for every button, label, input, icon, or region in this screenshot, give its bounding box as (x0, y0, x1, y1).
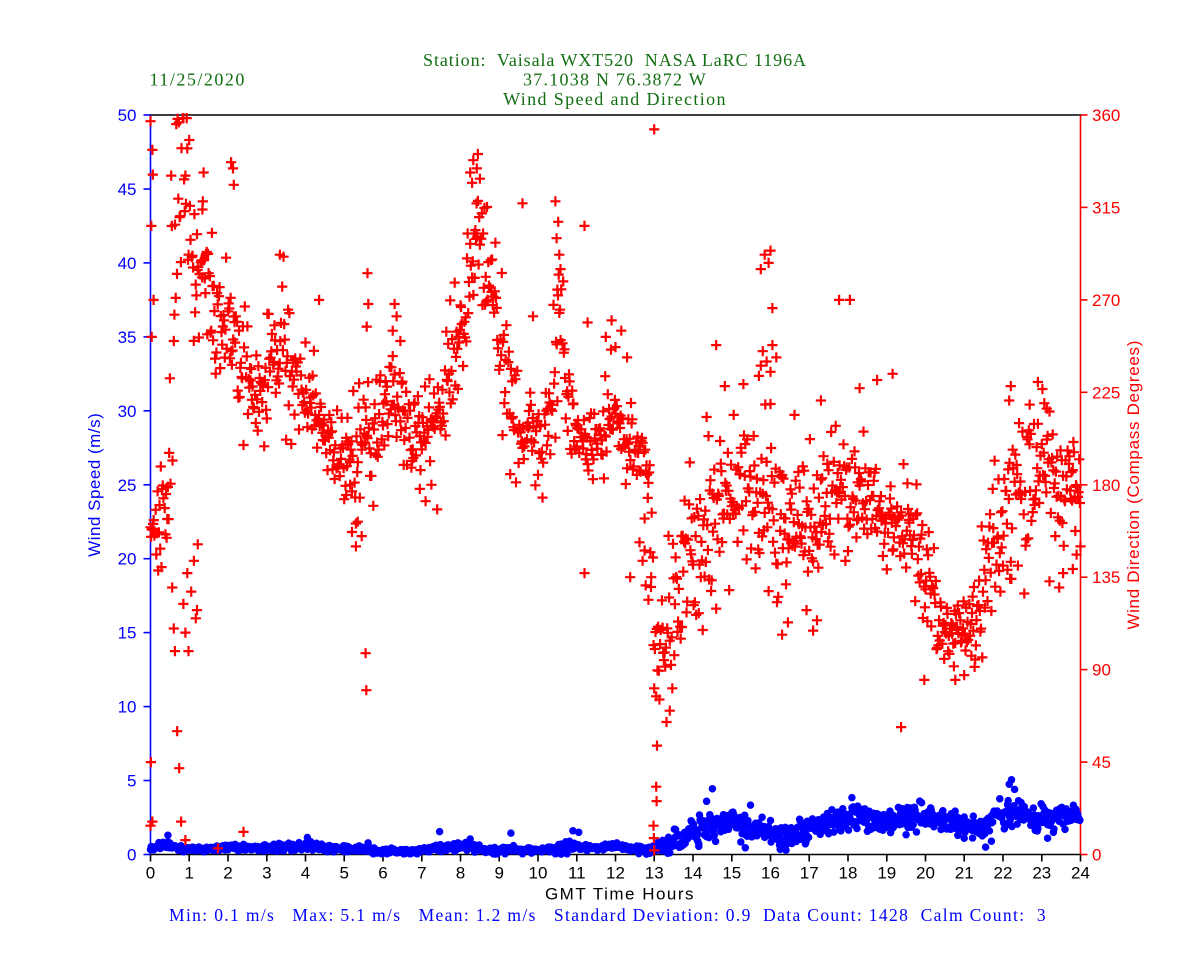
svg-text:16: 16 (761, 864, 780, 883)
svg-text:2: 2 (223, 864, 232, 883)
svg-text:25: 25 (118, 476, 137, 495)
svg-text:9: 9 (494, 864, 503, 883)
svg-text:3: 3 (262, 864, 271, 883)
svg-text:45: 45 (1092, 753, 1111, 772)
svg-text:15: 15 (118, 624, 137, 643)
svg-text:14: 14 (684, 864, 703, 883)
svg-text:360: 360 (1092, 106, 1120, 125)
svg-text:15: 15 (722, 864, 741, 883)
svg-text:0: 0 (127, 846, 136, 865)
svg-text:0: 0 (1092, 846, 1101, 865)
svg-text:180: 180 (1092, 476, 1120, 495)
svg-text:8: 8 (456, 864, 465, 883)
svg-text:20: 20 (118, 550, 137, 569)
svg-text:24: 24 (1071, 864, 1090, 883)
svg-text:Wind Speed (m/s): Wind Speed (m/s) (85, 413, 104, 557)
svg-text:5: 5 (339, 864, 348, 883)
svg-text:11/25/2020: 11/25/2020 (150, 70, 246, 90)
svg-text:Wind Direction (Compass Degree: Wind Direction (Compass Degrees) (1124, 340, 1143, 630)
svg-text:21: 21 (955, 864, 974, 883)
svg-text:1: 1 (184, 864, 193, 883)
svg-text:6: 6 (378, 864, 387, 883)
svg-text:Station: Vaisala WXT520 NASA: Station: Vaisala WXT520 NASA LaRC 1196A (423, 50, 807, 70)
svg-text:45: 45 (118, 180, 137, 199)
svg-text:5: 5 (127, 772, 136, 791)
svg-text:13: 13 (645, 864, 664, 883)
svg-text:225: 225 (1092, 383, 1120, 402)
svg-text:40: 40 (118, 254, 137, 273)
svg-text:35: 35 (118, 328, 137, 347)
svg-text:GMT Time Hours: GMT Time Hours (545, 885, 695, 904)
svg-text:23: 23 (1032, 864, 1051, 883)
svg-text:135: 135 (1092, 568, 1120, 587)
svg-text:7: 7 (417, 864, 426, 883)
svg-text:315: 315 (1092, 198, 1120, 217)
svg-text:90: 90 (1092, 661, 1111, 680)
svg-text:50: 50 (118, 106, 137, 125)
svg-text:20: 20 (916, 864, 935, 883)
svg-text:11: 11 (568, 864, 586, 883)
svg-text:22: 22 (994, 864, 1013, 883)
svg-text:10: 10 (118, 698, 137, 717)
svg-text:19: 19 (877, 864, 896, 883)
svg-text:18: 18 (839, 864, 858, 883)
svg-text:Min: 0.1 m/s Max: 5.1 m/s: Min: 0.1 m/s Max: 5.1 m/s Mean: 1.2 m/s … (169, 905, 1047, 925)
svg-text:4: 4 (301, 864, 310, 883)
svg-text:12: 12 (606, 864, 625, 883)
svg-text:10: 10 (529, 864, 548, 883)
svg-text:0: 0 (146, 864, 155, 883)
svg-text:270: 270 (1092, 291, 1120, 310)
svg-text:17: 17 (800, 864, 819, 883)
svg-text:30: 30 (118, 402, 137, 421)
svg-text:37.1038 N 76.3872 W: 37.1038 N 76.3872 W (523, 70, 707, 90)
svg-text:Wind Speed and Direction: Wind Speed and Direction (503, 89, 727, 109)
